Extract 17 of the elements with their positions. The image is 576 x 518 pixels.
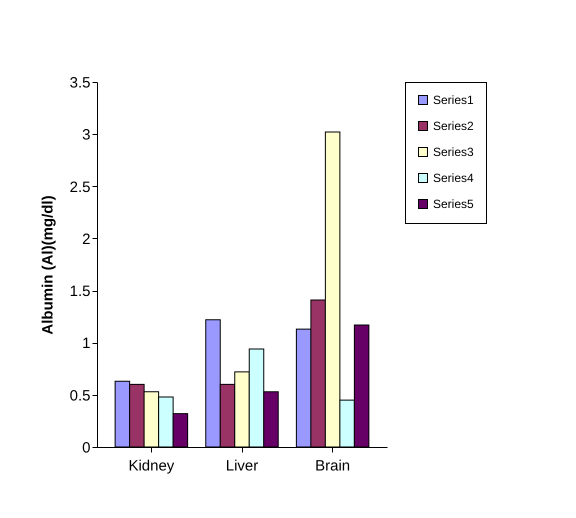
y-tick-label: 1 — [82, 335, 90, 352]
x-tick-label: Brain — [315, 458, 350, 474]
y-tick-label: 3.5 — [70, 74, 90, 92]
legend-label: Series3 — [433, 145, 474, 159]
x-tick-label: Liver — [226, 458, 258, 474]
legend-label: Series1 — [433, 93, 474, 107]
x-tick-label: Kidney — [128, 458, 175, 474]
legend-label: Series4 — [433, 171, 474, 185]
y-tick-label: 1.5 — [70, 283, 90, 300]
legend-label: Series5 — [433, 197, 474, 211]
y-tick-label: 2 — [82, 230, 90, 248]
y-tick-label: 2.5 — [70, 178, 90, 196]
y-tick-label: 0.5 — [70, 387, 90, 404]
y-tick-label: 3 — [82, 126, 90, 144]
legend-label: Series2 — [433, 119, 474, 133]
y-axis-title: Albumin (Al)(mg/dl) — [40, 195, 57, 335]
y-tick-label: 0 — [82, 440, 90, 456]
